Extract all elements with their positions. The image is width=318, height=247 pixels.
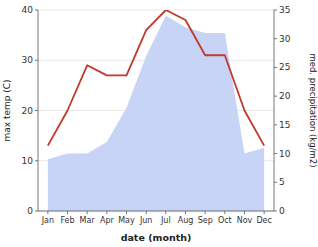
y2-axis-line — [274, 10, 275, 211]
y2-tick-label: 35 — [279, 5, 290, 15]
y-tick-label: 30 — [22, 55, 34, 65]
x-tick — [244, 211, 245, 214]
x-tick-label: Oct — [218, 216, 232, 225]
y2-tick — [274, 38, 277, 39]
x-tick-label: May — [118, 216, 135, 225]
x-tick — [185, 211, 186, 214]
x-tick-label: Mar — [80, 216, 96, 225]
y2-tick-label: 15 — [279, 120, 290, 130]
y-tick — [35, 211, 38, 212]
y-axis-line — [38, 10, 39, 211]
y2-tick — [274, 10, 277, 11]
y-tick-label: 20 — [22, 106, 34, 116]
y-tick — [35, 10, 38, 11]
x-tick — [87, 211, 88, 214]
plot-area — [48, 10, 264, 211]
y-tick — [35, 60, 38, 61]
x-tick-label: Jun — [139, 216, 153, 225]
x-tick-label: Dec — [256, 216, 271, 225]
y-tick-label: 40 — [22, 5, 34, 15]
x-tick — [47, 211, 48, 214]
y-tick-label: 10 — [22, 156, 34, 166]
y-tick — [35, 110, 38, 111]
y2-tick — [274, 67, 277, 68]
x-axis-label: date (month) — [121, 232, 192, 243]
x-tick-label: Jul — [160, 216, 171, 225]
x-tick — [224, 211, 225, 214]
grid-line — [38, 211, 274, 212]
y2-axis-label: med. precipitation (kg/m2) — [308, 53, 318, 167]
x-tick — [67, 211, 68, 214]
y2-tick-label: 30 — [279, 34, 291, 44]
x-tick — [106, 211, 107, 214]
y2-tick-label: 20 — [279, 91, 291, 101]
grid — [38, 10, 274, 211]
x-tick — [264, 211, 265, 214]
x-tick — [165, 211, 166, 214]
grid-line — [38, 10, 274, 11]
y2-tick-label: 5 — [279, 177, 285, 187]
x-tick-label: Feb — [60, 216, 74, 225]
y2-tick-label: 25 — [279, 62, 290, 72]
x-tick — [146, 211, 147, 214]
y-axis-label: max temp (C) — [2, 79, 12, 141]
x-tick — [126, 211, 127, 214]
y-tick — [35, 160, 38, 161]
y2-tick-label: 0 — [279, 206, 285, 216]
x-tick-label: Aug — [178, 216, 194, 225]
x-axis-line — [38, 211, 274, 212]
y2-tick — [274, 124, 277, 125]
chart: 0 10 20 30 40 0 5 10 15 20 25 30 35 Jan Feb Mar AprMay Ju… — [0, 0, 318, 247]
y2-tick — [274, 211, 277, 212]
x-tick-label: Jan — [41, 216, 54, 225]
y2-tick — [274, 153, 277, 154]
y2-tick — [274, 96, 277, 97]
x-tick — [205, 211, 206, 214]
precipitation-area — [48, 16, 264, 211]
y2-tick-label: 10 — [279, 149, 291, 159]
x-tick-label: Apr — [100, 216, 115, 225]
x-tick-label: Nov — [237, 216, 253, 225]
y-tick-label: 0 — [27, 206, 33, 216]
y2-tick — [274, 182, 277, 183]
x-tick-label: Sep — [198, 216, 213, 225]
temperature-line — [48, 10, 264, 146]
